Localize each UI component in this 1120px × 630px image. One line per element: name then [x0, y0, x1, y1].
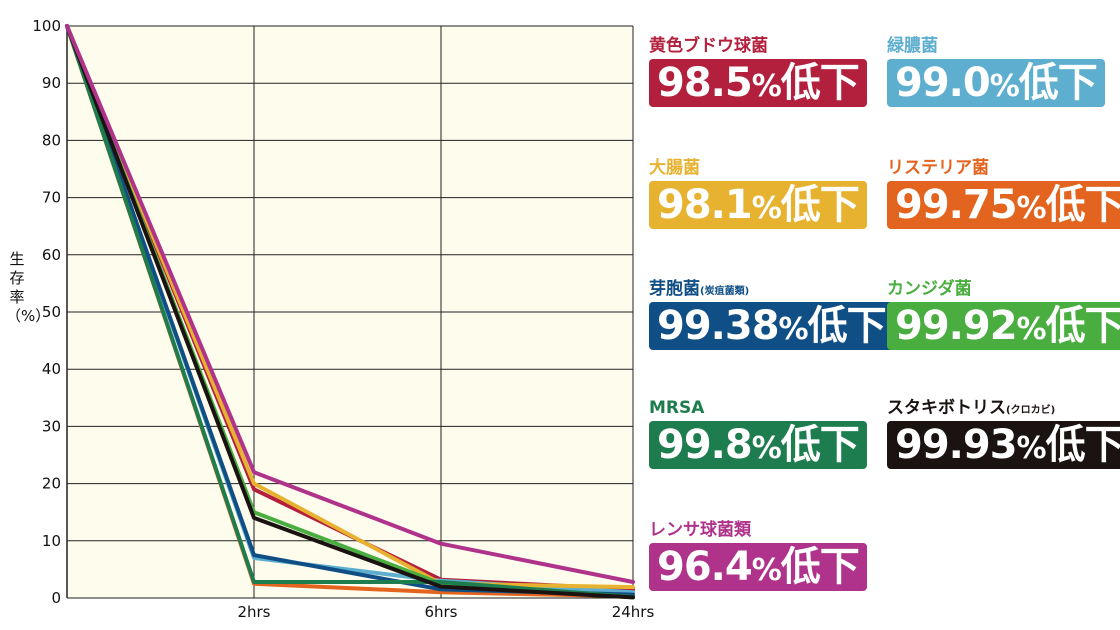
y-tick-label: 80 — [42, 131, 61, 149]
y-tick-label: 70 — [42, 189, 61, 207]
card-title: リステリア菌 — [887, 158, 989, 178]
y-tick-label: 30 — [42, 417, 61, 435]
card-title: レンサ球菌類 — [649, 520, 751, 540]
reduction-badge: 99.92%低下 — [887, 302, 1120, 350]
y-tick-label: 60 — [42, 246, 61, 264]
reduction-badge: 99.93%低下 — [887, 421, 1120, 469]
card-spore: 芽胞菌(炭疽菌類) 99.38%低下 — [649, 279, 894, 350]
card-strep: レンサ球菌類 96.4%低下 — [649, 520, 867, 591]
x-tick-label: 6hrs — [424, 603, 457, 621]
card-ecoli: 大腸菌 98.1%低下 — [649, 158, 867, 229]
series-line — [65, 24, 635, 599]
axis-ticks: 0 10 20 30 40 50 60 70 80 90 100 2hrs 6hrs 24hrs — [32, 17, 654, 621]
y-tick-label: 10 — [42, 532, 61, 550]
reduction-badge: 98.5%低下 — [649, 59, 867, 107]
card-title: 大腸菌 — [649, 158, 700, 178]
reduction-badge: 96.4%低下 — [649, 543, 867, 591]
series-line — [65, 24, 635, 590]
x-tick-label: 2hrs — [237, 603, 270, 621]
card-stachybotrys: スタキボトリス(クロカビ) 99.93%低下 — [887, 398, 1120, 469]
y-tick-label: 90 — [42, 74, 61, 92]
reduction-badge: 98.1%低下 — [649, 181, 867, 229]
card-mrsa: MRSA 99.8%低下 — [649, 398, 867, 469]
y-tick-label: 20 — [42, 475, 61, 493]
y-tick-label: 100 — [32, 17, 61, 35]
card-title: カンジダ菌 — [887, 279, 972, 299]
reduction-badge: 99.38%低下 — [649, 302, 894, 350]
x-tick-label: 24hrs — [612, 603, 655, 621]
reduction-badge: 99.0%低下 — [887, 59, 1105, 107]
grid-lines — [66, 25, 634, 599]
series-lines — [65, 24, 635, 600]
card-pseudomonas: 緑膿菌 99.0%低下 — [887, 36, 1105, 107]
card-staph: 黄色ブドウ球菌 98.5%低下 — [649, 36, 867, 107]
card-title: 芽胞菌(炭疽菌類) — [649, 279, 750, 299]
card-title: スタキボトリス(クロカビ) — [887, 398, 1056, 418]
series-line — [65, 24, 635, 600]
card-title: 黄色ブドウ球菌 — [649, 36, 768, 56]
card-title: 緑膿菌 — [887, 36, 938, 56]
card-title: MRSA — [649, 398, 705, 418]
y-tick-label: 0 — [51, 589, 61, 607]
y-axis-label: 生存率（%） — [6, 250, 51, 325]
y-tick-label: 40 — [42, 360, 61, 378]
survival-line-chart: 0 10 20 30 40 50 60 70 80 90 100 2hrs 6hrs 24hrs — [32, 17, 654, 621]
series-line — [65, 24, 635, 584]
y-tick-label: 50 — [42, 303, 61, 321]
card-listeria: リステリア菌 99.75%低下 — [887, 158, 1120, 229]
card-candida: カンジダ菌 99.92%低下 — [887, 279, 1120, 350]
reduction-badge: 99.8%低下 — [649, 421, 867, 469]
reduction-badge: 99.75%低下 — [887, 181, 1120, 229]
